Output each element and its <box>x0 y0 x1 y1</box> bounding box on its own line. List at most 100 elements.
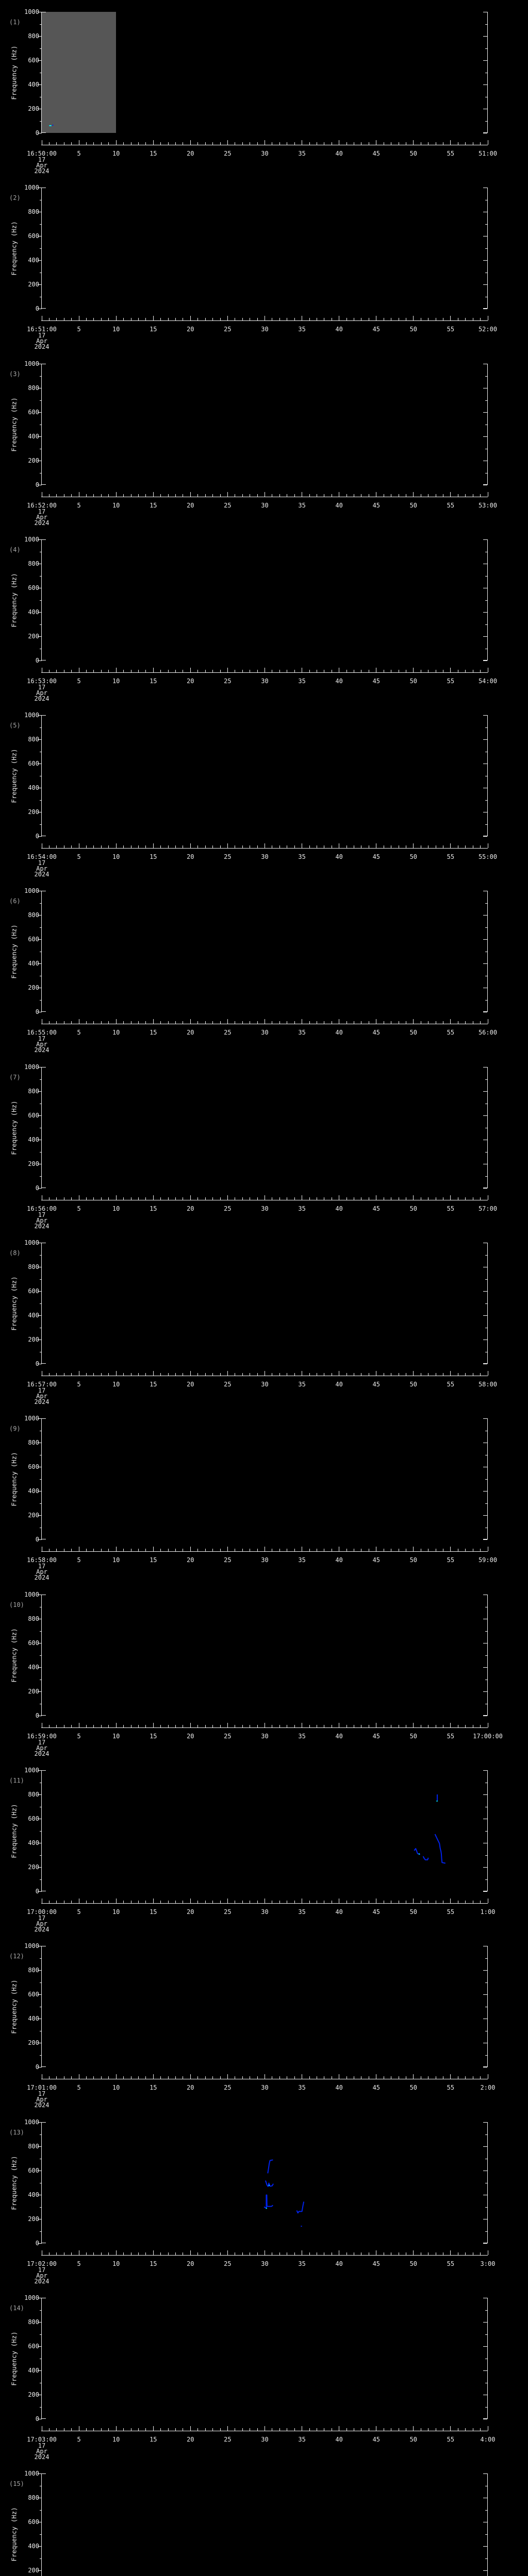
panel-number: (11) <box>9 1777 24 1784</box>
y-axis-right <box>487 1243 488 1364</box>
y-tick-label: 200 <box>28 2215 39 2223</box>
x-tick <box>227 1899 228 1903</box>
x-tick-label: 30 <box>261 1381 269 1388</box>
y-tick-label: 600 <box>28 936 39 943</box>
x-tick <box>450 1899 451 1903</box>
y-tick-label: 400 <box>28 608 39 616</box>
x-tick <box>93 1549 94 1551</box>
x-tick <box>197 670 199 672</box>
y-tick <box>485 1503 487 1504</box>
date-line: 17 <box>38 1563 46 1570</box>
x-tick-label: 30 <box>261 150 269 157</box>
x-tick-label: 5 <box>77 1908 81 1916</box>
x-tick <box>450 140 451 145</box>
y-axis-left <box>41 2473 42 2576</box>
x-tick <box>138 2076 139 2079</box>
x-tick-label: 45 <box>372 2436 381 2443</box>
x-tick-label: 20 <box>187 2436 194 2443</box>
x-tick <box>160 670 161 672</box>
y-axis-left <box>41 1067 42 1188</box>
date-line: Apr <box>36 689 47 697</box>
x-tick <box>168 1021 169 1024</box>
x-tick <box>450 668 451 672</box>
x-tick <box>86 1021 87 1024</box>
y-tick <box>483 1418 487 1419</box>
x-tick <box>48 670 50 672</box>
y-tick <box>38 2473 42 2474</box>
x-tick <box>175 2428 176 2431</box>
x-tick <box>309 318 310 320</box>
y-axis-title: Frequency (Hz) <box>10 45 18 100</box>
date-line: Apr <box>36 162 47 169</box>
x-tick <box>153 2250 154 2255</box>
x-tick <box>212 2076 213 2079</box>
y-tick-label: 200 <box>28 2391 39 2398</box>
frame-corner-stub <box>42 484 46 485</box>
x-tick <box>71 142 72 145</box>
y-axis-title: Frequency (Hz) <box>10 572 18 628</box>
y-tick <box>40 376 42 377</box>
x-tick-label: 35 <box>298 1205 306 1212</box>
y-tick <box>40 2407 42 2408</box>
y-tick <box>483 1115 487 1116</box>
frame-corner-stub <box>42 1418 46 1419</box>
x-tick <box>242 2428 243 2431</box>
y-tick <box>483 739 487 740</box>
y-tick <box>40 927 42 928</box>
x-tick <box>450 2426 451 2431</box>
x-tick <box>257 670 258 672</box>
x-tick <box>205 1725 206 1727</box>
x-tick <box>212 845 213 848</box>
y-tick-label: 800 <box>28 2143 39 2150</box>
y-tick-label: 800 <box>28 1263 39 1270</box>
y-tick <box>485 1176 487 1177</box>
x-tick <box>190 668 191 672</box>
y-tick-label: 1000 <box>24 711 39 719</box>
x-tick <box>450 1371 451 1376</box>
x-tick <box>480 2428 481 2431</box>
x-tick <box>138 142 139 145</box>
y-tick <box>40 576 42 577</box>
x-tick <box>465 1549 466 1551</box>
x-tick <box>160 1197 161 1200</box>
x-tick-label: 25 <box>224 1205 232 1212</box>
x-tick <box>86 494 87 497</box>
x-tick <box>138 1725 139 1727</box>
x-tick <box>153 1371 154 1376</box>
x-tick <box>108 1901 109 1903</box>
x-tick <box>346 1021 347 1024</box>
x-tick-label: 20 <box>187 502 194 509</box>
y-tick <box>38 612 42 613</box>
y-tick-label: 600 <box>28 2343 39 2350</box>
y-tick-label: 0 <box>35 2240 39 2247</box>
x-tick <box>48 1021 50 1024</box>
x-tick <box>227 1195 228 1200</box>
x-tick <box>450 2074 451 2079</box>
y-tick <box>483 436 487 437</box>
x-tick-label: 40 <box>335 1381 343 1388</box>
x-tick <box>309 845 310 848</box>
y-axis-left <box>41 2298 42 2419</box>
y-tick <box>40 1831 42 1832</box>
y-tick <box>485 1982 487 1983</box>
date-line: 17 <box>38 2266 46 2274</box>
x-tick <box>123 670 124 672</box>
date-line: 17 <box>38 508 46 515</box>
x-tick-label: 25 <box>224 1029 232 1036</box>
x-tick-label: 45 <box>372 502 381 509</box>
x-tick <box>56 494 57 497</box>
x-tick-label: 10 <box>112 2436 120 2443</box>
spectrogram-panel: 0 200 400 600 800 1000 16:57:00 5 10 15 20 25 30 35 40… <box>0 1231 528 1406</box>
y-tick <box>38 2322 42 2323</box>
x-tick <box>48 2076 50 2079</box>
x-tick-label: 45 <box>372 1733 381 1740</box>
x-tick <box>346 494 347 497</box>
y-tick-label: 400 <box>28 1136 39 1143</box>
x-tick <box>346 1549 347 1551</box>
panel-number: (7) <box>9 1074 21 1081</box>
y-axis-left <box>41 188 42 309</box>
x-tick <box>175 670 176 672</box>
x-tick <box>450 2250 451 2255</box>
y-tick <box>483 1794 487 1795</box>
x-tick <box>212 2428 213 2431</box>
